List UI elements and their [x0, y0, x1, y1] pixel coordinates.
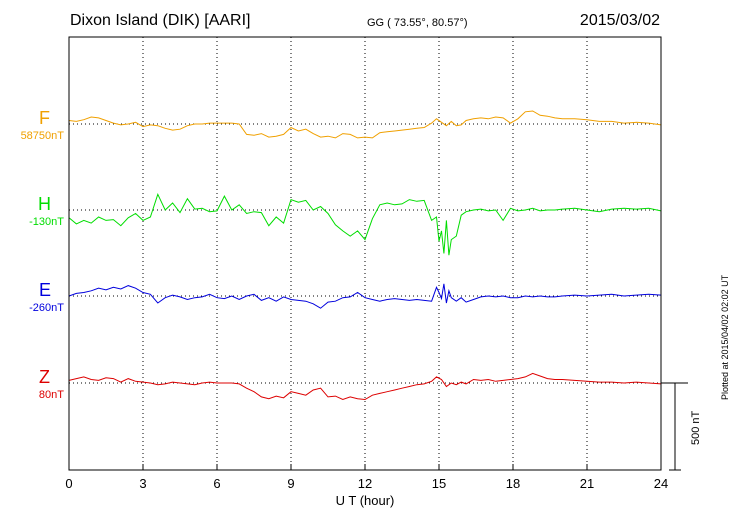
plot-date: 2015/03/02	[579, 12, 660, 29]
x-tick-label: 6	[213, 476, 220, 491]
station-title: Dixon Island (DIK) [AARI]	[70, 12, 251, 29]
baseline-label-z: 80nT	[38, 389, 64, 401]
x-tick-label: 0	[65, 476, 72, 491]
grid	[69, 37, 661, 470]
x-tick-label: 21	[580, 476, 594, 491]
x-axis-label: U T (hour)	[336, 493, 395, 508]
trace-e	[68, 283, 662, 309]
x-tick-labels: 0 3 6 9 12 15 18 21 24	[65, 464, 668, 491]
x-tick-label: 18	[506, 476, 520, 491]
x-tick-label: 24	[654, 476, 668, 491]
component-label-f: F	[39, 108, 50, 128]
baseline-label-e: -260nT	[29, 302, 64, 314]
station-coords: GG ( 73.55°, 80.57°)	[367, 17, 468, 29]
traces	[68, 110, 662, 401]
scale-bar-label: 500 nT	[690, 410, 702, 445]
x-tick-label: 15	[432, 476, 446, 491]
component-label-h: H	[38, 194, 51, 214]
plotted-timestamp: Plotted at 2015/04/02 02:02 UT	[720, 274, 730, 400]
baseline-label-h: -130nT	[29, 216, 64, 228]
component-label-e: E	[39, 280, 52, 300]
component-label-z: Z	[39, 367, 50, 387]
x-tick-label: 9	[287, 476, 294, 491]
trace-z	[68, 372, 662, 401]
trace-f	[68, 110, 662, 139]
trace-h	[68, 192, 662, 256]
x-tick-label: 3	[139, 476, 146, 491]
x-tick-label: 12	[358, 476, 372, 491]
scale-bar	[661, 382, 688, 471]
baseline-label-f: 58750nT	[20, 130, 64, 142]
